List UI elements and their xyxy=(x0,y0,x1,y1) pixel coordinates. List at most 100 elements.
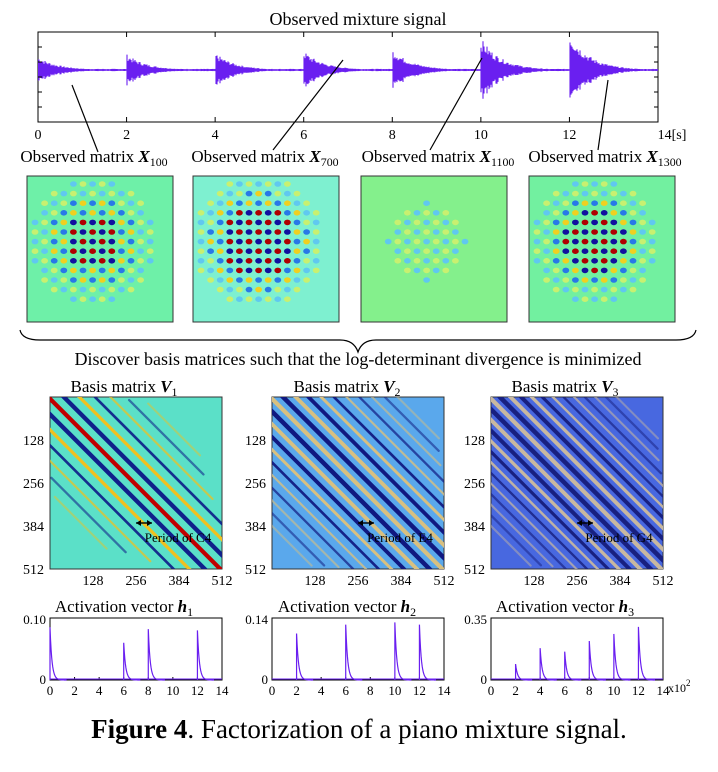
basis-y-tick: 128 xyxy=(23,434,44,449)
activation-x-tick: 4 xyxy=(96,683,103,698)
activation-y-max: 0.10 xyxy=(23,612,46,627)
activation-x-tick: 2 xyxy=(71,683,78,698)
waveform-tick-label: 10 xyxy=(474,128,488,143)
period-label: Period of E4 xyxy=(367,530,433,545)
basis-stripes xyxy=(491,397,663,569)
activation-y-min: 0 xyxy=(40,672,47,687)
bridge-text: Discover basis matrices such that the lo… xyxy=(75,349,642,369)
observed-matrix-heatmap xyxy=(528,175,676,323)
basis-y-tick: 256 xyxy=(245,477,266,492)
activation-x-tick: 0 xyxy=(269,683,276,698)
activation-x-tick: 4 xyxy=(537,683,544,698)
activation-y-min: 0 xyxy=(481,672,488,687)
basis-x-tick: 128 xyxy=(524,574,545,589)
basis-x-tick: 384 xyxy=(169,574,190,589)
activation-x-tick: 4 xyxy=(318,683,325,698)
caption-label: Figure 4 xyxy=(91,714,188,744)
activation-x-tick: 6 xyxy=(120,683,127,698)
observed-matrix-heatmap xyxy=(26,175,174,323)
waveform-tick-label: 6 xyxy=(300,128,307,143)
basis-y-tick: 384 xyxy=(464,520,485,535)
activation-spike xyxy=(514,663,533,681)
observed-matrix-heatmap xyxy=(360,175,508,323)
basis-y-tick: 128 xyxy=(245,434,266,449)
waveform-tick-label: 8 xyxy=(389,128,396,143)
activation-label: Activation vector h3 xyxy=(496,597,634,619)
activation-x-tick: 6 xyxy=(561,683,568,698)
waveform-axis: 0 2 4 6 8 10 12 14[s] xyxy=(35,32,687,143)
basis-y-tick: 256 xyxy=(23,477,44,492)
basis-y-tick: 512 xyxy=(245,563,266,578)
basis-y-tick: 512 xyxy=(464,563,485,578)
activation-x-tick: 10 xyxy=(607,683,620,698)
basis-x-tick: 128 xyxy=(83,574,104,589)
activation-x-tick: 8 xyxy=(145,683,152,698)
observed-matrix-label: Observed matrix X100 xyxy=(20,147,167,169)
basis-x-tick: 512 xyxy=(212,574,233,589)
figure-caption: Figure 4. Factorization of a piano mixtu… xyxy=(0,714,718,745)
connector-lines xyxy=(71,57,609,153)
basis-x-tick: 512 xyxy=(653,574,674,589)
activation-y-min: 0 xyxy=(262,672,269,687)
basis-x-tick: 256 xyxy=(348,574,369,589)
waveform-trace xyxy=(38,41,658,99)
basis-y-tick: 384 xyxy=(245,520,266,535)
activation-x-tick: 14 xyxy=(216,683,230,698)
activation-x-tick: 6 xyxy=(342,683,349,698)
waveform-frame xyxy=(37,31,659,123)
activation-label: Activation vector h1 xyxy=(55,597,193,619)
activation-x-tick: 12 xyxy=(632,683,645,698)
activation-x-tick: 10 xyxy=(388,683,401,698)
period-label: Period of G4 xyxy=(585,530,653,545)
waveform-title: Observed mixture signal xyxy=(270,9,447,29)
basis-stripes xyxy=(50,397,222,569)
observed-matrix-label: Observed matrix X1300 xyxy=(528,147,681,169)
observed-matrix-label: Observed matrix X700 xyxy=(191,147,338,169)
activation-x-tick: 0 xyxy=(488,683,495,698)
activation-frame xyxy=(49,617,223,681)
activation-x-tick: 2 xyxy=(293,683,300,698)
curly-brace xyxy=(19,329,697,354)
basis-x-tick: 384 xyxy=(610,574,631,589)
basis-y-tick: 128 xyxy=(464,434,485,449)
observed-labels: Observed matrix X100 Observed matrix X700… xyxy=(20,147,681,169)
activation-spike xyxy=(564,651,582,681)
waveform-signal xyxy=(38,41,658,99)
waveform-tick-label: 4 xyxy=(212,128,219,143)
basis-x-tick: 256 xyxy=(567,574,588,589)
observed-matrix-heatmap xyxy=(192,175,340,323)
period-label: Period of C4 xyxy=(145,530,212,545)
activation-x-tick: 14 xyxy=(438,683,452,698)
basis-y-tick: 512 xyxy=(23,563,44,578)
activation-x-unit: x10 xyxy=(668,681,686,695)
basis-y-tick: 256 xyxy=(464,477,485,492)
basis-stripes xyxy=(272,397,444,569)
activation-frame xyxy=(490,617,664,681)
waveform-tick-label: 2 xyxy=(123,128,130,143)
basis-x-tick: 512 xyxy=(434,574,455,589)
basis-x-tick: 256 xyxy=(126,574,147,589)
waveform-tick-label: 14[s] xyxy=(658,128,687,143)
basis-matrices: Basis matrix V1 Period of C4 128 128 256 256 3… xyxy=(23,377,674,589)
activation-frame xyxy=(271,617,445,681)
activation-x-tick: 12 xyxy=(191,683,204,698)
basis-matrix-label: Basis matrix V3 xyxy=(511,377,618,399)
activation-x-tick: 8 xyxy=(586,683,593,698)
activation-label: Activation vector h2 xyxy=(278,597,416,619)
activation-x-unit-exp: 2 xyxy=(686,678,691,688)
caption-text: . Factorization of a piano mixture signa… xyxy=(187,714,627,744)
basis-y-tick: 384 xyxy=(23,520,44,535)
basis-x-tick: 128 xyxy=(305,574,326,589)
activation-x-tick: 14 xyxy=(657,683,671,698)
activation-x-tick: 12 xyxy=(413,683,426,698)
activation-x-tick: 8 xyxy=(367,683,374,698)
activation-y-max: 0.14 xyxy=(245,612,268,627)
basis-matrix-label: Basis matrix V2 xyxy=(293,377,400,399)
basis-matrix-label: Basis matrix V1 xyxy=(70,377,177,399)
waveform-tick-label: 12 xyxy=(562,128,576,143)
observed-matrix-label: Observed matrix X1100 xyxy=(362,147,515,169)
activation-x-tick: 2 xyxy=(512,683,519,698)
figure-canvas: Observed mixture signal 0 2 4 6 8 10 12 14[s] O… xyxy=(19,9,697,698)
waveform-tick-label: 0 xyxy=(35,128,42,143)
